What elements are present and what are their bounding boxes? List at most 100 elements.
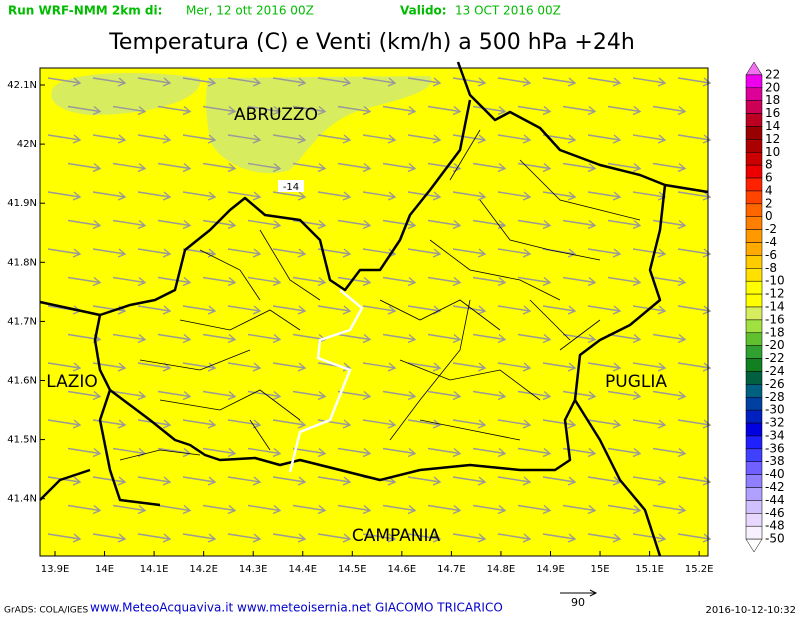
wind-arrow	[227, 191, 262, 201]
wind-arrow	[587, 533, 622, 543]
wind-arrow	[157, 276, 192, 287]
colorbar-box	[745, 268, 763, 282]
wind-arrow	[562, 105, 597, 116]
colorbar-box	[745, 358, 763, 372]
colorbar-label: 16	[765, 106, 780, 120]
colorbar-label: 0	[765, 209, 773, 223]
wind-arrow	[607, 447, 642, 458]
wind-arrow	[67, 504, 102, 515]
wind-arrow	[407, 191, 442, 201]
wind-arrow	[112, 333, 147, 344]
wind-arrow	[407, 476, 442, 486]
colorbar-box	[745, 255, 763, 269]
wind-arrow	[112, 390, 147, 401]
colorbar-label: 14	[765, 119, 780, 133]
wind-arrow	[587, 362, 622, 372]
colorbar-box	[745, 87, 763, 101]
wind-arrow	[382, 162, 417, 173]
wind-arrow	[247, 105, 282, 116]
colorbar-label: -4	[765, 235, 777, 249]
contour-label-box	[278, 180, 304, 192]
footer-grads: GrADS: COLA/IGES	[4, 606, 88, 616]
wind-arrow	[337, 333, 372, 344]
wind-arrow	[472, 105, 507, 116]
lat-label: 42.1N	[7, 80, 37, 91]
wind-arrow	[272, 362, 307, 372]
wind-arrow	[652, 162, 687, 173]
wind-arrow	[562, 390, 597, 401]
wind-arrow	[407, 305, 442, 315]
wind-arrow	[317, 533, 352, 543]
lon-label: 14.6E	[388, 564, 417, 575]
wind-arrow	[517, 219, 552, 230]
wind-arrow	[292, 105, 327, 116]
region-border	[93, 61, 667, 482]
wind-arrow	[607, 276, 642, 287]
lon-label: 15.2E	[685, 564, 714, 575]
wind-arrow	[47, 134, 82, 144]
wind-arrow	[157, 105, 192, 116]
colorbar-box	[745, 345, 763, 359]
wind-arrow	[157, 390, 192, 401]
wind-arrow	[137, 248, 172, 258]
wind-arrow	[362, 191, 397, 201]
lon-label: 14.9E	[536, 564, 565, 575]
wind-arrow	[272, 191, 307, 201]
contour-label: -14	[283, 182, 299, 193]
wind-arrow	[202, 219, 237, 230]
colorbar-label: -10	[765, 274, 785, 288]
wind-arrow	[472, 333, 507, 344]
wind-arrow	[607, 390, 642, 401]
wind-arrow	[272, 533, 307, 543]
wind-arrow	[427, 390, 462, 401]
wind-arrow	[202, 447, 237, 458]
wind-arrow	[272, 77, 307, 87]
wind-arrow	[227, 77, 262, 87]
wind-arrow	[247, 390, 282, 401]
lon-label: 15.1E	[635, 564, 664, 575]
wind-arrow	[517, 390, 552, 401]
lon-label: 14.4E	[288, 564, 317, 575]
wind-arrow	[247, 162, 282, 173]
wind-arrow	[247, 333, 282, 344]
wind-arrow	[472, 504, 507, 515]
colorbar-label: 18	[765, 93, 780, 107]
colorbar-box	[745, 319, 763, 334]
wind-arrow	[362, 419, 397, 429]
wind-arrow	[632, 134, 667, 144]
wind-arrow	[92, 476, 127, 486]
wind-arrow	[427, 276, 462, 287]
colorbar-label: -38	[765, 454, 785, 468]
wind-arrow	[587, 134, 622, 144]
colorbar-box	[745, 293, 763, 308]
colorbar-label: -12	[765, 287, 785, 301]
colorbar-box	[745, 203, 763, 217]
colorbar-box	[745, 474, 763, 488]
colorbar-label: -2	[765, 222, 777, 236]
colorbar-label: 12	[765, 132, 780, 146]
wind-arrow	[517, 447, 552, 458]
colorbar-box	[745, 216, 763, 230]
wind-arrow	[317, 191, 352, 201]
wind-arrow	[452, 419, 487, 429]
wind-arrow	[227, 362, 262, 372]
wind-arrow	[497, 305, 532, 315]
wind-arrow	[247, 504, 282, 515]
field-background	[40, 68, 708, 556]
wind-arrow	[652, 276, 687, 287]
wind-arrow	[407, 362, 442, 372]
wind-arrow	[587, 305, 622, 315]
colorbar-label: -6	[765, 248, 777, 262]
wind-arrow	[67, 276, 102, 287]
wind-arrow	[497, 77, 532, 87]
wind-arrow	[607, 504, 642, 515]
wind-arrow	[632, 362, 667, 372]
wind-arrow	[542, 362, 577, 372]
colorbar-cap	[745, 61, 763, 76]
wind-arrow	[382, 390, 417, 401]
colorbar-label: -28	[765, 390, 785, 404]
wind-arrow	[677, 533, 712, 543]
colorbar-label: -34	[765, 428, 785, 442]
region-label: CAMPANIA	[352, 526, 441, 546]
wind-arrow	[292, 504, 327, 515]
